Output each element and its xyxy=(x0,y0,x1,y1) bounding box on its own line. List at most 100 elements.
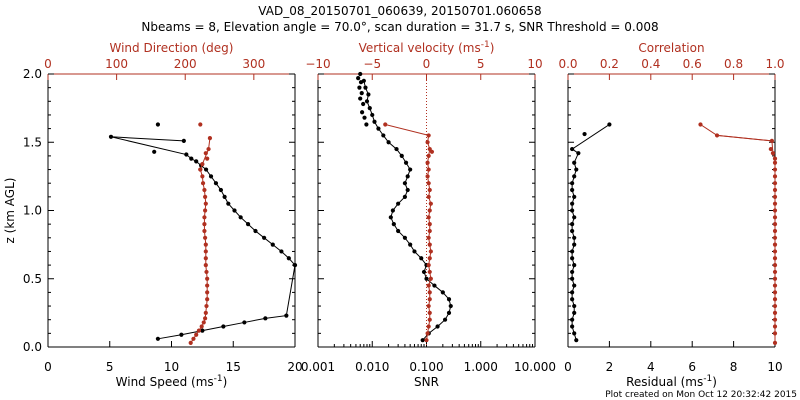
snr-bottom-tick-label: 0.001 xyxy=(301,360,335,374)
snr-vertical-velocity-point xyxy=(428,249,433,254)
snr-snr-point xyxy=(421,269,427,275)
wind-wind-speed-point xyxy=(263,316,268,321)
residual-correlation-point xyxy=(772,174,778,179)
snr-bottom-tick-label: 1.000 xyxy=(464,360,498,374)
snr-vertical-velocity-point xyxy=(425,174,430,179)
residual-residual-point xyxy=(570,317,575,322)
snr-vertical-velocity-point xyxy=(427,317,432,322)
residual-bottom-tick-label: 6 xyxy=(688,360,696,374)
wind-wind-direction-point xyxy=(205,283,210,288)
snr-snr-point xyxy=(402,235,408,240)
wind-y-tick-label: 1.0 xyxy=(23,204,42,218)
snr-snr-point xyxy=(435,324,440,329)
snr-vertical-velocity-point xyxy=(427,297,432,302)
wind-wind-direction-point xyxy=(206,146,211,152)
snr-vertical-velocity-point xyxy=(426,215,431,220)
snr-snr-point xyxy=(366,92,371,97)
residual-correlation-point xyxy=(772,235,778,240)
wind-wind-direction-point xyxy=(203,310,208,315)
wind-wind-speed-point xyxy=(270,242,275,247)
residual-residual-point xyxy=(570,187,575,193)
wind-wind-direction-point xyxy=(203,316,208,321)
snr-snr-point xyxy=(412,249,417,254)
residual-bottom-tick-label: 10 xyxy=(767,360,782,374)
residual-correlation-point xyxy=(772,187,778,193)
residual-top-tick-label: 0.6 xyxy=(683,57,702,71)
snr-snr-point xyxy=(420,338,425,343)
wind-wind-direction-point xyxy=(191,336,196,341)
snr-snr-point xyxy=(367,106,372,111)
residual-bottom-tick-label: 4 xyxy=(647,360,655,374)
wind-wind-speed-point xyxy=(179,332,184,337)
wind-bottom-tick-label: 10 xyxy=(164,360,179,374)
residual-residual-point xyxy=(572,194,577,199)
residual-residual-point xyxy=(572,160,577,165)
wind-wind-speed-point xyxy=(232,208,237,213)
residual-correlation-point xyxy=(772,317,778,322)
wind-wind-direction-point xyxy=(205,290,210,295)
wind-wind-speed-point xyxy=(108,134,114,139)
wind-wind-direction-point xyxy=(202,215,207,220)
wind-wind-speed-line xyxy=(110,136,296,340)
snr-snr-point xyxy=(357,85,362,90)
figure-title: VAD_08_20150701_060639, 20150701.060658 xyxy=(258,4,541,18)
residual-correlation-point xyxy=(772,215,778,220)
snr-vertical-velocity-point xyxy=(425,160,430,165)
snr-vertical-velocity-point xyxy=(427,290,432,295)
snr-snr-point xyxy=(424,276,429,281)
wind-wind-direction-point xyxy=(203,242,208,247)
wind-wind-direction-point xyxy=(201,320,206,325)
residual-correlation-point xyxy=(698,122,703,127)
wind-wind-speed-point xyxy=(242,320,247,325)
wind-wind-direction-point xyxy=(207,136,213,141)
residual-correlation-point xyxy=(772,263,778,268)
wind-wind-speed-point xyxy=(253,228,258,234)
wind-wind-direction-point xyxy=(203,256,208,261)
snr-vertical-velocity-point xyxy=(426,133,431,138)
residual-correlation-point xyxy=(772,242,778,247)
wind-wind-direction-point xyxy=(196,328,202,333)
wind-wind-direction-point xyxy=(205,276,210,281)
snr-snr-point xyxy=(432,283,437,288)
snr-vertical-velocity-point xyxy=(427,269,432,275)
residual-correlation-point xyxy=(772,290,778,295)
residual-correlation-point xyxy=(772,283,778,288)
snr-vertical-velocity-point xyxy=(424,338,429,343)
residual-correlation-point xyxy=(772,160,778,165)
snr-snr-point xyxy=(386,140,391,145)
wind-wind-speed-point xyxy=(238,215,243,220)
snr-snr-line xyxy=(363,80,452,341)
residual-residual-point xyxy=(570,290,575,295)
wind-wind-speed-point xyxy=(262,235,267,240)
axis-label-superscript: -1 xyxy=(703,374,712,384)
snr-top-tick-label: −10 xyxy=(305,57,330,71)
axis-label-superscript: -1 xyxy=(214,374,223,384)
wind-wind-direction-point xyxy=(203,263,208,268)
snr-top-tick-label: 5 xyxy=(477,57,485,71)
snr-snr-point xyxy=(399,153,404,158)
wind-wind-direction-point xyxy=(204,303,209,309)
residual-correlation-point xyxy=(772,340,778,346)
snr-snr-point xyxy=(405,187,410,193)
residual-top-tick-label: 0.8 xyxy=(724,57,743,71)
axis-label-end: ) xyxy=(223,375,228,389)
snr-snr-point xyxy=(408,242,413,247)
snr-snr-point xyxy=(358,71,363,77)
wind-wind-speed-point xyxy=(221,324,226,329)
snr-snr-point xyxy=(446,310,452,315)
snr-snr-point xyxy=(402,181,408,186)
residual-residual-point xyxy=(570,276,575,281)
residual-correlation-point xyxy=(772,269,778,275)
wind-wind-speed-point xyxy=(245,222,251,227)
snr-snr-point xyxy=(359,91,364,96)
residual-residual-point xyxy=(607,122,612,127)
wind-wind-direction-point xyxy=(194,332,199,337)
snr-snr-point xyxy=(405,174,410,179)
residual-residual-point xyxy=(572,303,577,309)
snr-snr-point xyxy=(358,96,363,101)
residual-correlation-point xyxy=(772,276,778,281)
residual-residual-point xyxy=(570,269,575,275)
snr-snr-point xyxy=(448,303,453,309)
snr-snr-point xyxy=(363,85,368,90)
residual-correlation-line xyxy=(700,124,776,343)
